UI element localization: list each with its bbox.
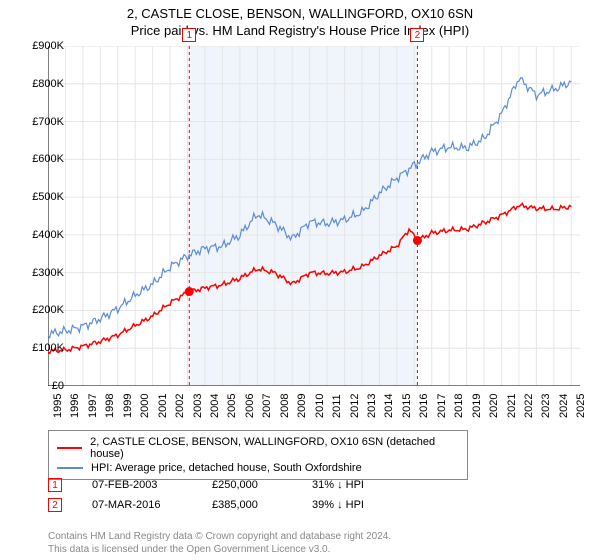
ytick-label: £500K [32, 191, 64, 203]
sale-marker-inline: 1 [48, 478, 62, 492]
xtick-label: 2019 [471, 394, 483, 418]
sale-marker-label: 2 [410, 28, 424, 42]
xtick-label: 2016 [418, 394, 430, 418]
legend-swatch-property [57, 447, 82, 449]
xtick-label: 2004 [209, 394, 221, 418]
xtick-label: 2015 [401, 394, 413, 418]
sales-row: 1 07-FEB-2003 £250,000 31% ↓ HPI [48, 475, 392, 495]
xtick-label: 2001 [157, 394, 169, 418]
legend-item-hpi: HPI: Average price, detached house, Sout… [57, 461, 459, 475]
sale-price: £250,000 [212, 479, 282, 491]
sale-price: £385,000 [212, 499, 282, 511]
sale-pct: 31% ↓ HPI [312, 479, 392, 491]
xtick-label: 2000 [139, 394, 151, 418]
xtick-label: 2018 [453, 394, 465, 418]
ytick-label: £700K [32, 116, 64, 128]
chart-container: 2, CASTLE CLOSE, BENSON, WALLINGFORD, OX… [0, 0, 600, 560]
chart-subtitle: Price paid vs. HM Land Registry's House … [0, 23, 600, 38]
xtick-label: 2003 [192, 394, 204, 418]
xtick-label: 2013 [366, 394, 378, 418]
xtick-label: 1995 [52, 394, 64, 418]
sale-date: 07-FEB-2003 [92, 479, 182, 491]
xtick-label: 2020 [488, 394, 500, 418]
legend-label-property: 2, CASTLE CLOSE, BENSON, WALLINGFORD, OX… [90, 436, 459, 460]
xtick-label: 2012 [349, 394, 361, 418]
xtick-label: 2021 [506, 394, 518, 418]
legend-swatch-hpi [57, 467, 83, 469]
xtick-label: 1999 [122, 394, 134, 418]
xtick-label: 1997 [87, 394, 99, 418]
sale-marker-inline: 2 [48, 498, 62, 512]
ytick-label: £400K [32, 229, 64, 241]
xtick-label: 2011 [331, 394, 343, 418]
sales-table: 1 07-FEB-2003 £250,000 31% ↓ HPI 2 07-MAR-201… [48, 475, 392, 515]
xtick-label: 1996 [69, 394, 81, 418]
footnote: Contains HM Land Registry data © Crown c… [48, 530, 391, 556]
xtick-label: 2008 [279, 394, 291, 418]
xtick-label: 2023 [540, 394, 552, 418]
xtick-label: 2025 [575, 394, 587, 418]
xtick-label: 2002 [174, 394, 186, 418]
ytick-label: £600K [32, 153, 64, 165]
xtick-label: 1998 [104, 394, 116, 418]
legend-label-hpi: HPI: Average price, detached house, Sout… [91, 462, 362, 474]
title-block: 2, CASTLE CLOSE, BENSON, WALLINGFORD, OX… [0, 0, 600, 38]
ytick-label: £100K [32, 342, 64, 354]
legend-item-property: 2, CASTLE CLOSE, BENSON, WALLINGFORD, OX… [57, 435, 459, 461]
xtick-label: 2005 [226, 394, 238, 418]
ytick-label: £0 [52, 380, 64, 392]
ytick-label: £900K [32, 40, 64, 52]
xtick-label: 2017 [436, 394, 448, 418]
xtick-label: 2007 [261, 394, 273, 418]
ytick-label: £800K [32, 78, 64, 90]
xtick-label: 2006 [244, 394, 256, 418]
chart-area [48, 46, 580, 386]
chart-svg [48, 46, 580, 386]
footnote-line1: Contains HM Land Registry data © Crown c… [48, 530, 391, 543]
xtick-label: 2014 [383, 394, 395, 418]
ytick-label: £300K [32, 267, 64, 279]
sale-marker-label: 1 [182, 28, 196, 42]
footnote-line2: This data is licensed under the Open Gov… [48, 543, 391, 556]
xtick-label: 2010 [314, 394, 326, 418]
ytick-label: £200K [32, 304, 64, 316]
xtick-label: 2009 [296, 394, 308, 418]
xtick-label: 2024 [558, 394, 570, 418]
chart-title: 2, CASTLE CLOSE, BENSON, WALLINGFORD, OX… [0, 6, 600, 21]
sale-date: 07-MAR-2016 [92, 499, 182, 511]
xtick-label: 2022 [523, 394, 535, 418]
sale-pct: 39% ↓ HPI [312, 499, 392, 511]
legend-box: 2, CASTLE CLOSE, BENSON, WALLINGFORD, OX… [48, 430, 468, 480]
sales-row: 2 07-MAR-2016 £385,000 39% ↓ HPI [48, 495, 392, 515]
